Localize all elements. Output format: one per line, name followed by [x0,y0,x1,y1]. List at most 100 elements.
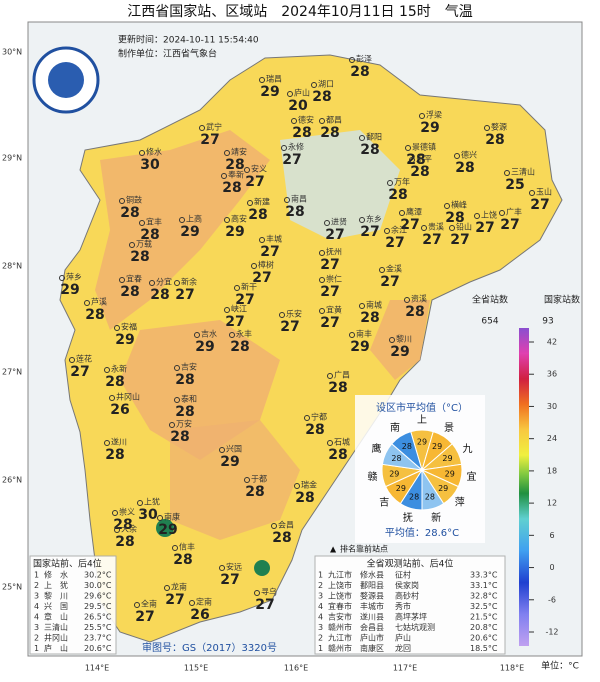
station-temp: 28 [388,187,407,203]
station-name: 定南 [196,597,212,607]
station-dot [454,153,460,159]
pie-value: 29 [396,484,406,493]
station-dot [219,447,225,453]
station-dot [194,332,200,338]
station-name: 新建 [254,197,270,207]
province-cell: 1 [318,644,323,653]
station-dot [271,523,277,529]
station-name: 修水 [146,147,162,157]
province-cell: 3 [318,623,323,632]
station-temp: 28 [222,180,241,196]
province-cell: 庐山市 [360,633,384,643]
pie-city: 吉 [379,497,389,509]
station-name: 浮梁 [426,110,442,120]
station-temp: 28 [360,310,379,326]
station-temp: 27 [320,315,339,331]
station-dot [104,440,110,446]
station-temp: 28 [225,157,244,173]
province-cell: 32.5°C [470,602,498,611]
station-temp: 27 [422,232,441,248]
station-dot [157,515,163,521]
legend-total-label: 全省站数 [472,294,508,306]
pie-value: 29 [432,442,442,451]
pie-value: 29 [438,484,448,493]
pie-city: 新 [431,511,441,524]
logo-inner [48,62,84,98]
station-dot [405,145,411,151]
station-temp: 28 [175,404,194,420]
station-temp: 27 [500,217,519,233]
station-name: 上饶 [481,210,497,220]
station-temp: 29 [220,454,239,470]
province-cell: 七姑坑观测 [395,622,435,632]
station-temp: 27 [255,597,274,613]
producer: 制作单位：江西省气象台 [118,48,217,60]
station-dot [304,415,310,421]
station-temp: 27 [200,132,219,148]
station-name: 铜鼓 [126,195,142,205]
station-temp: 30 [140,157,160,173]
station-temp: 27 [220,572,239,588]
national-cell: 29.6°C [84,592,112,601]
province-cell: 遂川县 [360,612,384,622]
station-name: 石城 [334,438,350,447]
station-temp: 27 [245,174,264,190]
station-temp: 28 [170,429,189,445]
warm-area [95,130,270,330]
lat-label: 30°N [2,48,22,57]
station-dot [229,332,235,338]
station-dot [319,308,325,314]
station-dot [104,367,110,373]
station-temp: 28 [245,484,264,500]
legend-tick-label: 6 [549,531,554,540]
station-dot [224,307,230,313]
station-dot [219,565,225,571]
national-cell: 3 [34,592,39,601]
station-temp: 27 [320,284,339,300]
national-cell: 25.5°C [84,623,112,632]
station-name: 乐安 [286,309,302,319]
station-name: 万年 [394,177,410,187]
station-temp: 27 [260,244,279,260]
station-dot [134,602,140,608]
pie-value: 29 [442,454,452,463]
station-temp: 28 [292,125,311,141]
province-cell: 征村 [395,570,411,580]
national-table [29,555,117,655]
legend-tick-label: 42 [547,338,557,347]
lon-label: 117°E [393,664,417,673]
province-cell: 上饶市 [328,580,352,590]
station-dot [387,180,393,186]
station-dot [421,225,427,231]
station-name: 武宁 [206,122,222,132]
station-temp: 29 [60,282,79,298]
station-name: 崇义 [119,508,135,517]
national-cell: 修 水 [44,570,68,580]
warm-area [370,300,430,380]
station-dot [172,545,178,551]
station-temp: 26 [110,402,129,418]
station-name: 高安 [231,214,247,224]
station-name: 宜丰 [146,217,162,227]
pie-slice [391,430,423,472]
lon-label: 116°E [284,664,308,673]
national-cell: 26.5°C [84,613,112,622]
station-temp: 28 [445,210,464,226]
station-temp: 27 [450,232,469,248]
marker-note: 排名靠前站点 [340,544,388,554]
pie-city: 上 [417,414,427,426]
station-name: 奉新 [228,170,244,180]
station-dot [291,118,297,124]
station-dot [327,373,333,379]
pie-value: 28 [425,492,435,501]
station-temp: 28 [120,205,139,221]
station-name: 吉安 [181,362,197,372]
station-temp: 27 [325,227,344,243]
legend-total: 654 [481,317,498,327]
station-temp: 27 [252,270,271,286]
station-name: 南康 [164,512,180,522]
station-temp: 28 [120,284,139,300]
station-name: 靖安 [231,147,247,157]
lat-label: 28°N [2,262,22,271]
